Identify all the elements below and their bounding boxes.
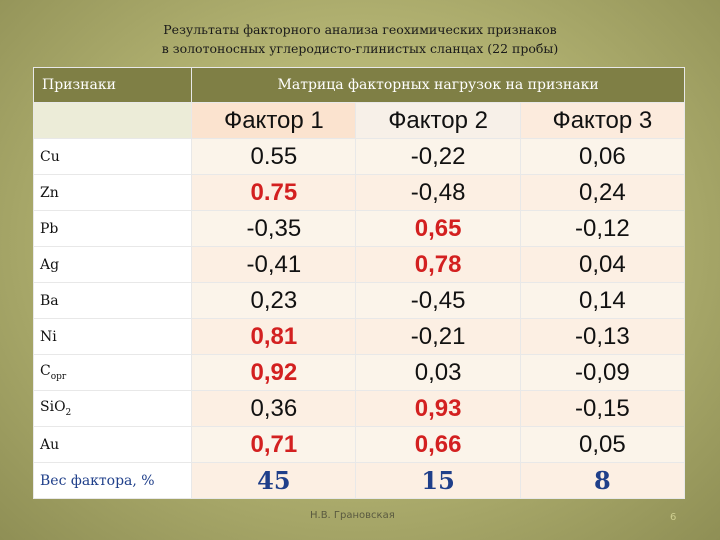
factor-2-value: 0,78 [355, 246, 521, 283]
table-row: Cu 0.55 -0,22 0,06 [32, 138, 686, 175]
factor-1-value: 0,23 [191, 282, 357, 319]
factor-3-value: 0,24 [519, 174, 686, 211]
header-features: Признаки [32, 67, 193, 103]
factor-1-value: 0,92 [191, 354, 357, 391]
row-label-sub: 2 [65, 407, 72, 418]
table-row: Ba 0,23 -0,45 0,14 [32, 282, 686, 319]
factor-2-value: 0,66 [355, 426, 521, 463]
row-label: Ag [32, 246, 193, 283]
page-number: 6 [670, 512, 677, 523]
weight-row: Вес фактора, % 45 15 8 [32, 462, 686, 499]
factor-2-value: 0,93 [355, 390, 521, 427]
table-row: Pb -0,35 0,65 -0,12 [32, 210, 686, 247]
factor-3-value: -0,12 [519, 210, 686, 247]
factor-1-value: 0,71 [191, 426, 357, 463]
factor-table: Признаки Матрица факторных нагрузок на п… [32, 67, 686, 499]
blank-label-cell [32, 102, 193, 139]
factor-3-value: -0,13 [519, 318, 686, 355]
table-row: Cорг 0,92 0,03 -0,09 [32, 354, 686, 391]
factor-2-value: -0,45 [355, 282, 521, 319]
factor-1-value: 0,36 [191, 390, 357, 427]
factor-1-value: -0,41 [191, 246, 357, 283]
factor-2-value: 0,65 [355, 210, 521, 247]
row-label-sub: орг [50, 371, 67, 382]
factor-3-value: -0,09 [519, 354, 686, 391]
row-label: Ba [32, 282, 193, 319]
row-label: SiO2 [32, 390, 193, 427]
factor-3-weight: 8 [519, 462, 686, 499]
table-row: Ni 0,81 -0,21 -0,13 [32, 318, 686, 355]
title-line-2: в золотоносных углеродисто-глинистых сла… [161, 41, 559, 56]
factor-2-weight: 15 [355, 462, 521, 499]
factor-3-value: -0,15 [519, 390, 686, 427]
factor-1-value: 0,81 [191, 318, 357, 355]
row-label-main: C [40, 363, 51, 380]
factor-2-header: Фактор 2 [355, 102, 521, 139]
factor-3-value: 0,05 [519, 426, 686, 463]
factor-1-header: Фактор 1 [191, 102, 357, 139]
slide-title: Результаты факторного анализа геохимичес… [0, 20, 720, 58]
row-label: Pb [32, 210, 193, 247]
header-matrix: Матрица факторных нагрузок на признаки [191, 67, 685, 103]
table-row: Au 0,71 0,66 0,05 [32, 426, 686, 463]
weight-label: Вес фактора, % [32, 462, 193, 499]
row-label-main: SiO [40, 399, 66, 416]
factor-3-value: 0,06 [519, 138, 686, 175]
row-label: Cu [32, 138, 193, 175]
table-row: SiO2 0,36 0,93 -0,15 [32, 390, 686, 427]
factor-2-value: -0,48 [355, 174, 521, 211]
table-row: Ag -0,41 0,78 0,04 [32, 246, 686, 283]
factor-3-header: Фактор 3 [519, 102, 686, 139]
row-label: Ni [32, 318, 193, 355]
factor-2-value: 0,03 [355, 354, 521, 391]
row-label: Cорг [32, 354, 193, 391]
factor-1-value: -0,35 [191, 210, 357, 247]
row-label: Au [32, 426, 193, 463]
factor-1-weight: 45 [191, 462, 357, 499]
title-line-1: Результаты факторного анализа геохимичес… [163, 22, 557, 37]
factor-3-value: 0,04 [519, 246, 686, 283]
row-label: Zn [32, 174, 193, 211]
footer-author: Н.В. Грановская [310, 510, 395, 521]
factor-3-value: 0,14 [519, 282, 686, 319]
table-row: Zn 0.75 -0,48 0,24 [32, 174, 686, 211]
factor-2-value: -0,22 [355, 138, 521, 175]
factor-1-value: 0.55 [191, 138, 357, 175]
factor-2-value: -0,21 [355, 318, 521, 355]
factor-1-value: 0.75 [191, 174, 357, 211]
